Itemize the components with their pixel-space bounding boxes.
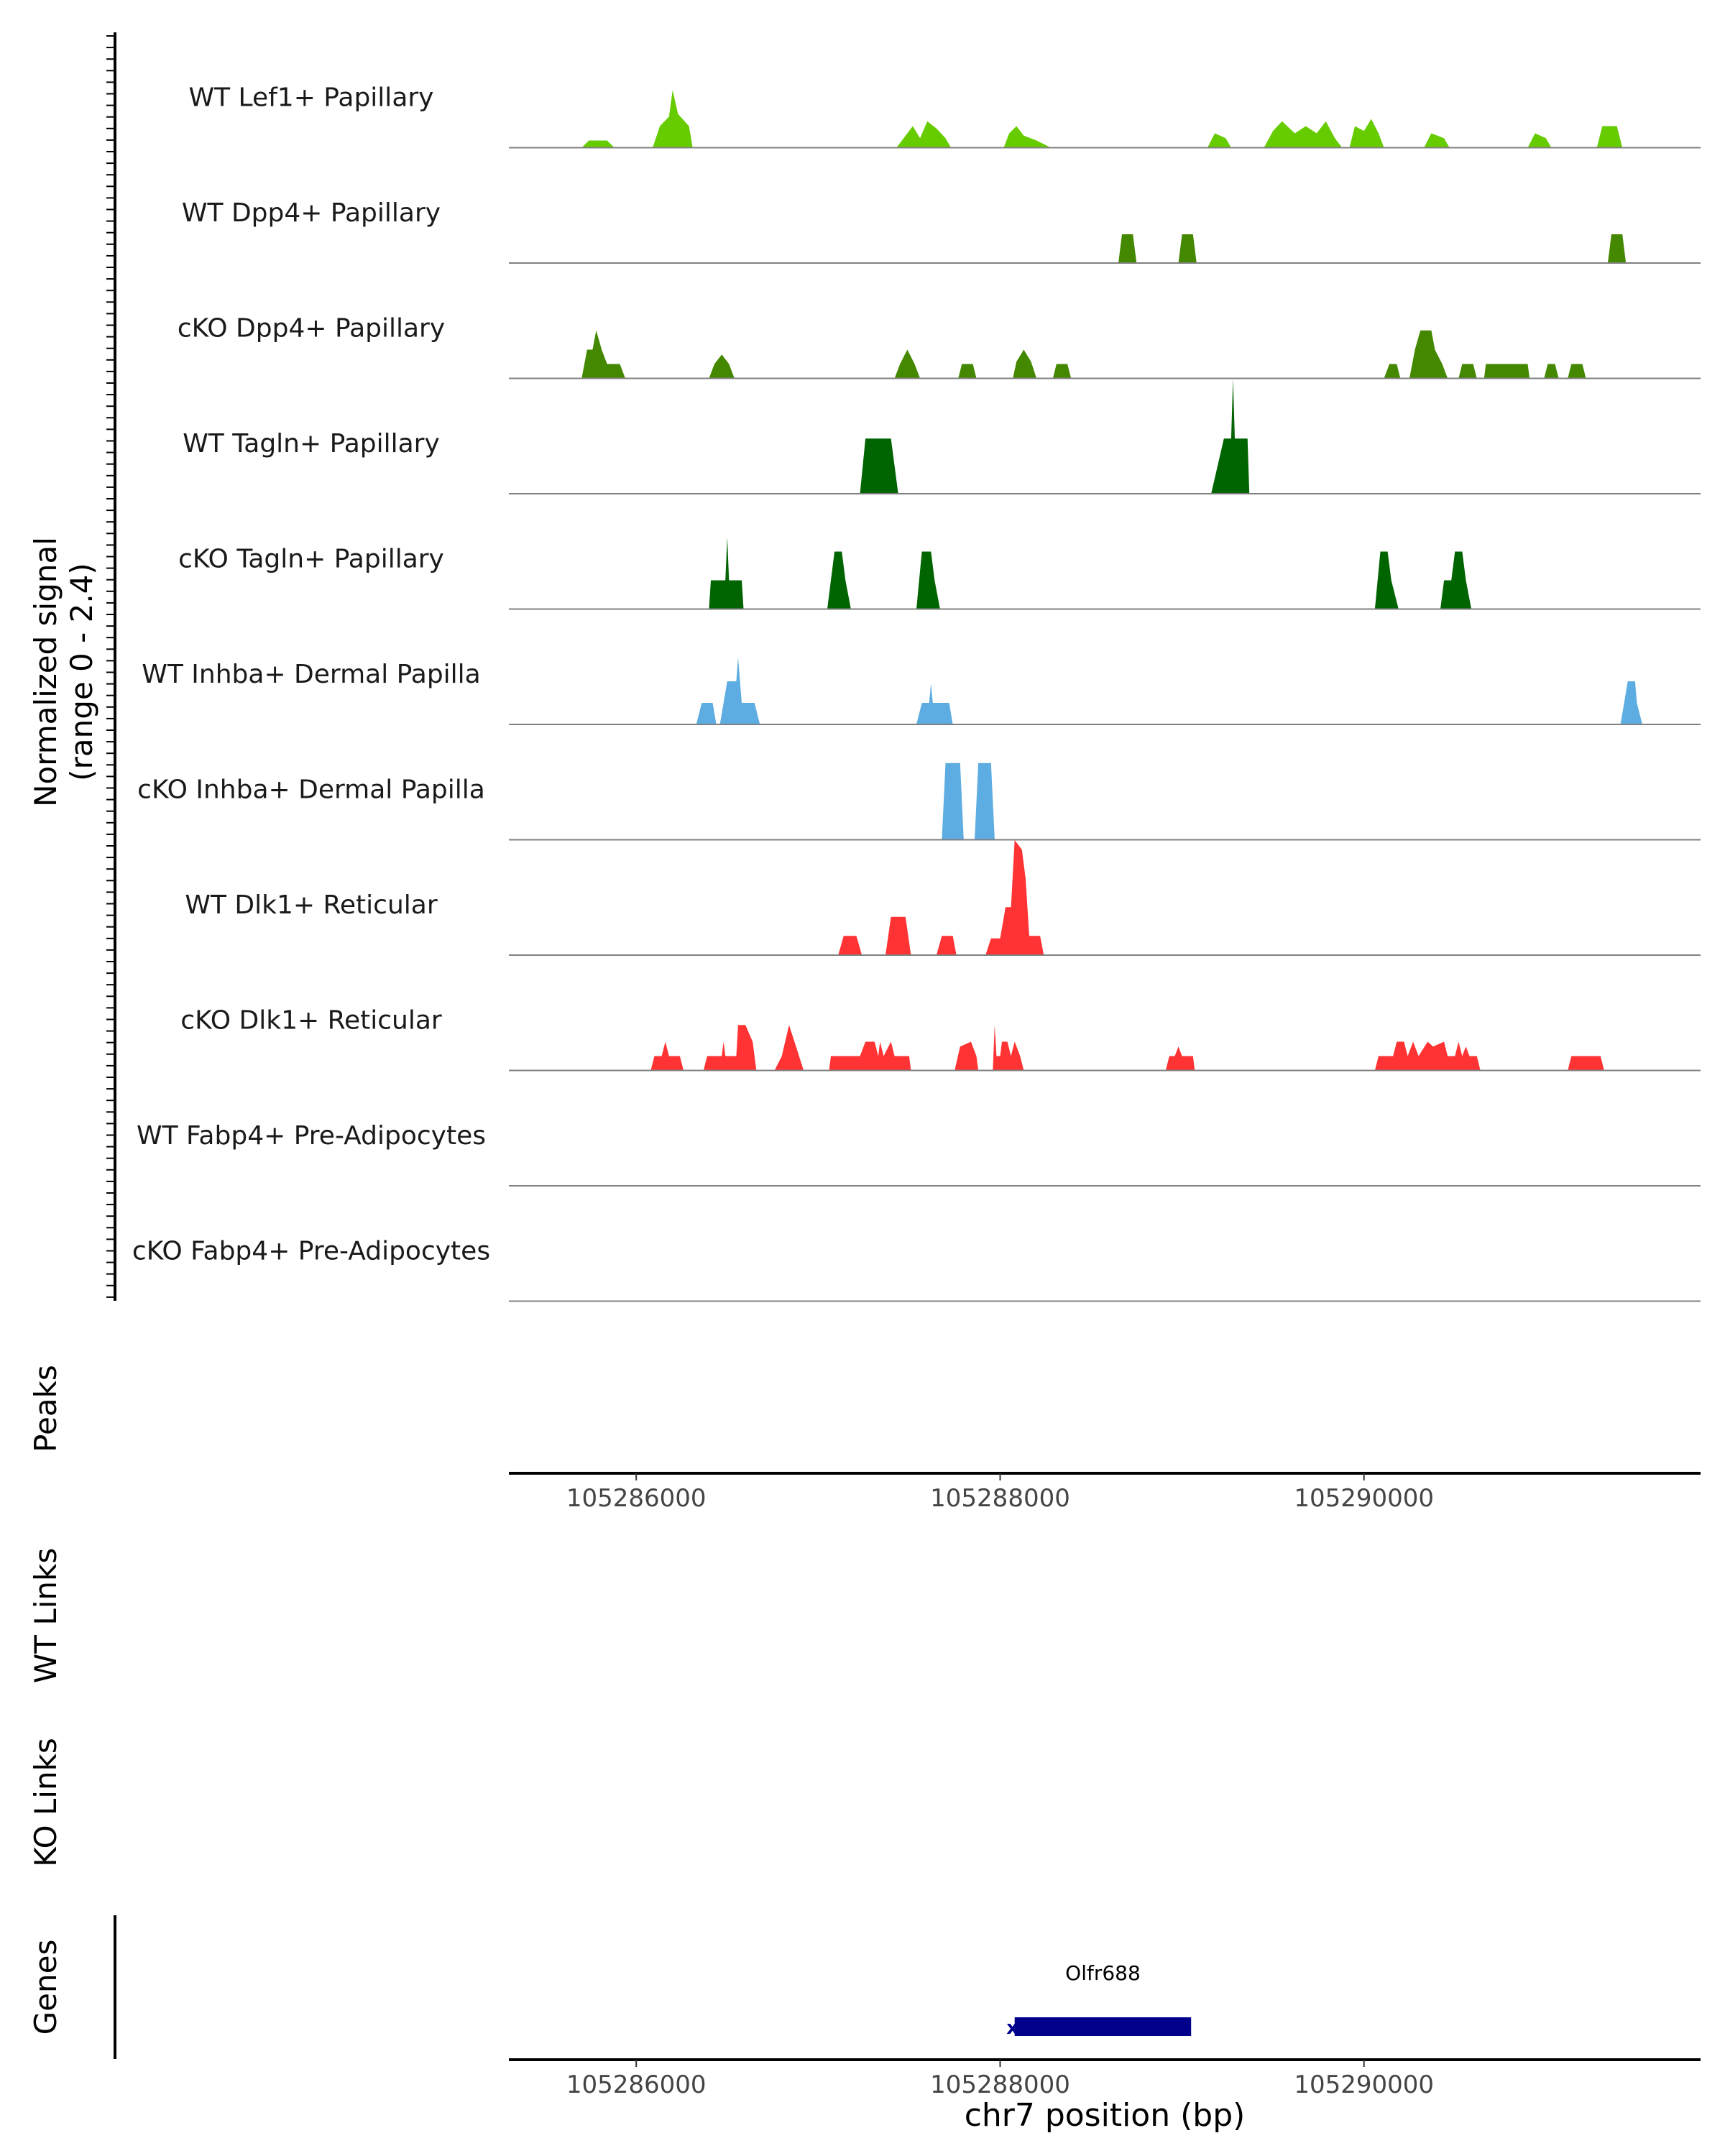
coverage-peak (1013, 349, 1037, 379)
peaks-x-axis-ticks: 105286000 105288000 105290000 (566, 1473, 1434, 1513)
coverage-peak (993, 1025, 1024, 1071)
track-label: cKO Fabp4+ Pre-Adipocytes (132, 1237, 490, 1266)
coverage-peak (696, 703, 717, 724)
coverage-peak (650, 1041, 684, 1071)
peaks-x-axis-tick-label: 105288000 (930, 1484, 1070, 1513)
coverage-peak (1596, 126, 1623, 148)
coverage-peak (1374, 1041, 1481, 1071)
track-label: cKO Tagln+ Papillary (178, 545, 444, 574)
track-label: WT Inhba+ Dermal Papilla (142, 660, 480, 689)
coverage-peak (916, 551, 940, 609)
coverage-peak (1384, 364, 1401, 379)
position-x-axis: 105286000 105288000 105290000 (509, 2058, 1701, 2099)
coverage-peak (896, 121, 952, 148)
coverage-peak (954, 1041, 979, 1071)
gene: Olfr688 x (1006, 1961, 1192, 2039)
track-label: WT Dlk1+ Reticular (185, 890, 437, 920)
coverage-peak (1165, 1046, 1195, 1071)
track: cKO Inhba+ Dermal Papilla (137, 763, 1701, 841)
track: cKO Dlk1+ Reticular (180, 1006, 1701, 1072)
coverage-peak (936, 936, 957, 955)
coverage-peak (1620, 681, 1642, 724)
signal-y-axis-label-line2: (range 0 - 2.4) (64, 563, 99, 781)
coverage-peak (719, 657, 760, 724)
ko-links-track-label: KO Links (28, 1738, 63, 1867)
gene-strand-marker: x (1006, 2017, 1018, 2039)
coverage-peak (1208, 133, 1231, 148)
coverage-peak (985, 840, 1044, 955)
coverage-peak (709, 354, 735, 379)
coverage-peak (1178, 234, 1197, 263)
position-x-axis-ticks: 105286000 105288000 105290000 (566, 2060, 1434, 2099)
coverage-peak (942, 763, 964, 840)
track-label: WT Lef1+ Papillary (189, 83, 434, 113)
coverage-peak (1374, 551, 1399, 609)
coverage-peak (1568, 364, 1586, 379)
genes-track-label: Genes (28, 1940, 63, 2035)
wt-links-track-label: WT Links (28, 1548, 63, 1683)
gene-name: Olfr688 (1065, 1961, 1141, 1985)
coverage-peak (653, 90, 693, 148)
track: WT Inhba+ Dermal Papilla (142, 657, 1701, 725)
coverage-peak (1003, 126, 1052, 148)
coverage-peak (1568, 1056, 1604, 1071)
coverage-peak (958, 364, 977, 379)
peaks-x-axis: 105286000 105288000 105290000 (509, 1472, 1701, 1513)
track-label: WT Fabp4+ Pre-Adipocytes (137, 1121, 486, 1151)
coverage-peak (894, 349, 921, 379)
track: cKO Fabp4+ Pre-Adipocytes (132, 1237, 1701, 1302)
coverage-peak (581, 330, 625, 379)
signal-y-axis (106, 32, 116, 1301)
track-label: cKO Dpp4+ Papillary (178, 314, 445, 344)
coverage-peak (1052, 364, 1072, 379)
track: cKO Tagln+ Papillary (178, 537, 1701, 610)
track-label: cKO Inhba+ Dermal Papilla (137, 775, 485, 805)
position-x-axis-tick-label: 105286000 (566, 2070, 707, 2099)
coverage-peak (827, 551, 851, 609)
gene-body (1014, 2017, 1192, 2036)
coverage-peak (1527, 133, 1552, 148)
track: WT Dlk1+ Reticular (185, 840, 1701, 956)
coverage-peak (1118, 234, 1137, 263)
track-label: WT Dpp4+ Papillary (182, 198, 441, 228)
coverage-peak (1458, 364, 1477, 379)
track: WT Lef1+ Papillary (189, 83, 1701, 149)
coverage-peak (1440, 551, 1472, 609)
track: cKO Dpp4+ Papillary (178, 314, 1701, 379)
coverage-peak (975, 763, 995, 840)
signal-y-axis-label-line1: Normalized signal (28, 537, 63, 807)
position-x-axis-tick-label: 105290000 (1294, 2070, 1434, 2099)
coverage-peak (1544, 364, 1559, 379)
coverage-peak (886, 916, 911, 955)
coverage-peak (1264, 121, 1343, 148)
coverage-peak (709, 537, 744, 609)
track: WT Fabp4+ Pre-Adipocytes (137, 1121, 1701, 1187)
peaks-track-label: Peaks (28, 1365, 63, 1452)
coverage-peak (1607, 234, 1627, 263)
coverage-peak (774, 1025, 804, 1071)
coverage-peak (1424, 133, 1450, 148)
coverage-tracks: WT Lef1+ Papillary WT Dpp4+ Papillary cKO … (132, 83, 1701, 1302)
position-x-axis-tick-label: 105288000 (930, 2070, 1070, 2099)
coverage-peak (860, 438, 898, 494)
gene-annotations: Olfr688 x (1006, 1961, 1192, 2039)
track: WT Tagln+ Papillary (183, 379, 1701, 494)
coverage-peak (1349, 119, 1384, 148)
coverage-peak (838, 936, 862, 955)
signal-y-axis-ticks (106, 35, 115, 1298)
position-x-axis-label: chr7 position (bp) (965, 2097, 1246, 2134)
track: WT Dpp4+ Papillary (182, 198, 1701, 264)
track-label: cKO Dlk1+ Reticular (180, 1006, 442, 1036)
coverage-peak (829, 1041, 911, 1071)
track-label: WT Tagln+ Papillary (183, 429, 440, 459)
peaks-x-axis-tick-label: 105290000 (1294, 1484, 1434, 1513)
coverage-peak (1484, 364, 1530, 379)
coverage-peak (1409, 330, 1448, 379)
coverage-peak (703, 1025, 757, 1071)
coverage-peak (581, 140, 615, 148)
coverage-peak (916, 683, 953, 724)
peaks-x-axis-tick-label: 105286000 (566, 1484, 707, 1513)
coverage-peak (1211, 379, 1250, 494)
